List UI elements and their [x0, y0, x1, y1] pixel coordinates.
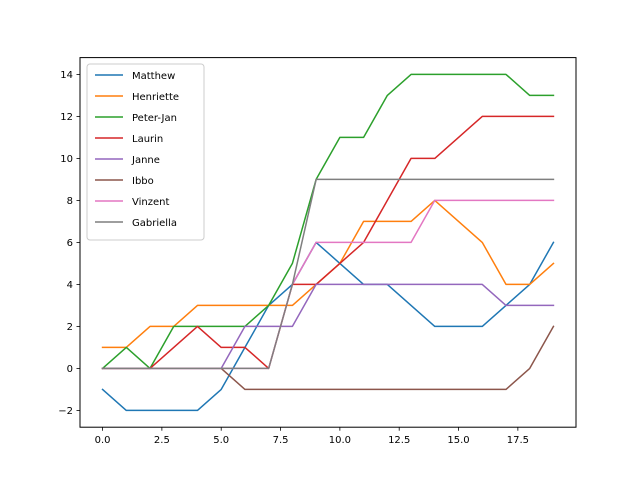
legend: Matthew Henriette Peter-Jan Laurin Janne Ibbo…: [86, 63, 205, 241]
x-tick-label: 2.5: [154, 435, 170, 446]
legend-label-matthew: Matthew: [132, 71, 175, 82]
y-tick-label: −2: [58, 406, 73, 417]
y-tick-label: 12: [60, 112, 73, 123]
legend-label-janne: Janne: [131, 155, 160, 166]
legend-label-gabriella: Gabriella: [132, 218, 177, 229]
series-line-matthew: [101, 241, 555, 412]
legend-label-ibbo: Ibbo: [132, 176, 154, 187]
series-line-peter-jan: [101, 73, 555, 370]
y-tick-label: 0: [67, 364, 73, 375]
legend-label-laurin: Laurin: [132, 134, 163, 145]
x-tick-label: 0.0: [95, 435, 111, 446]
legend-label-henriette: Henriette: [132, 92, 179, 103]
x-tick-label: 10.0: [329, 435, 351, 446]
y-axis: −2 0 2 4 6 8 10 12 14: [58, 70, 80, 417]
series-line-laurin: [101, 115, 555, 370]
series-lines: [101, 73, 555, 412]
x-tick-label: 7.5: [273, 435, 289, 446]
y-tick-label: 10: [60, 154, 73, 165]
y-tick-label: 2: [67, 322, 73, 333]
series-line-gabriella: [101, 178, 555, 370]
x-axis: 0.0 2.5 5.0 7.5 10.0 12.5 15.0 17.5: [95, 427, 529, 446]
x-tick-label: 17.5: [507, 435, 529, 446]
y-tick-label: 8: [67, 196, 73, 207]
legend-label-vinzent: Vinzent: [132, 197, 169, 208]
legend-label-peter-jan: Peter-Jan: [132, 113, 177, 124]
x-tick-label: 15.0: [447, 435, 469, 446]
legend-box: [86, 63, 205, 241]
x-tick-label: 12.5: [388, 435, 410, 446]
y-tick-label: 4: [67, 280, 73, 291]
y-tick-label: 14: [60, 70, 73, 81]
x-tick-label: 5.0: [213, 435, 229, 446]
y-tick-label: 6: [67, 238, 73, 249]
